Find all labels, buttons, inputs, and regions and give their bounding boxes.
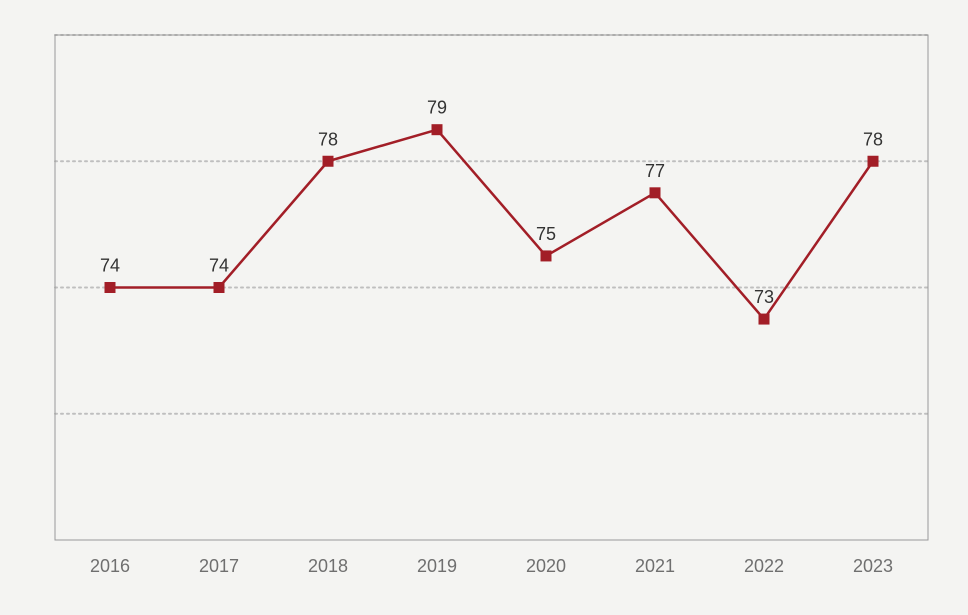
- data-label: 74: [100, 256, 120, 276]
- chart-svg: 2016 2017 2018 2019 2020 2021 2022 2023 74 74 78 79…: [0, 0, 968, 615]
- x-tick-label: 2021: [635, 556, 675, 576]
- data-marker: [868, 156, 878, 166]
- data-label: 75: [536, 224, 556, 244]
- x-tick-label: 2017: [199, 556, 239, 576]
- data-marker: [105, 283, 115, 293]
- line-chart: 2016 2017 2018 2019 2020 2021 2022 2023 74 74 78 79…: [0, 0, 968, 615]
- data-marker: [759, 314, 769, 324]
- x-tick-label: 2020: [526, 556, 566, 576]
- data-label: 78: [863, 129, 883, 149]
- data-label: 78: [318, 129, 338, 149]
- x-tick-label: 2019: [417, 556, 457, 576]
- x-tick-label: 2023: [853, 556, 893, 576]
- data-marker: [432, 125, 442, 135]
- data-label: 73: [754, 287, 774, 307]
- data-marker: [650, 188, 660, 198]
- data-marker: [214, 283, 224, 293]
- x-tick-label: 2016: [90, 556, 130, 576]
- x-tick-label: 2022: [744, 556, 784, 576]
- data-label: 77: [645, 161, 665, 181]
- x-tick-label: 2018: [308, 556, 348, 576]
- data-marker: [323, 156, 333, 166]
- data-marker: [541, 251, 551, 261]
- data-label: 79: [427, 98, 447, 118]
- data-label: 74: [209, 256, 229, 276]
